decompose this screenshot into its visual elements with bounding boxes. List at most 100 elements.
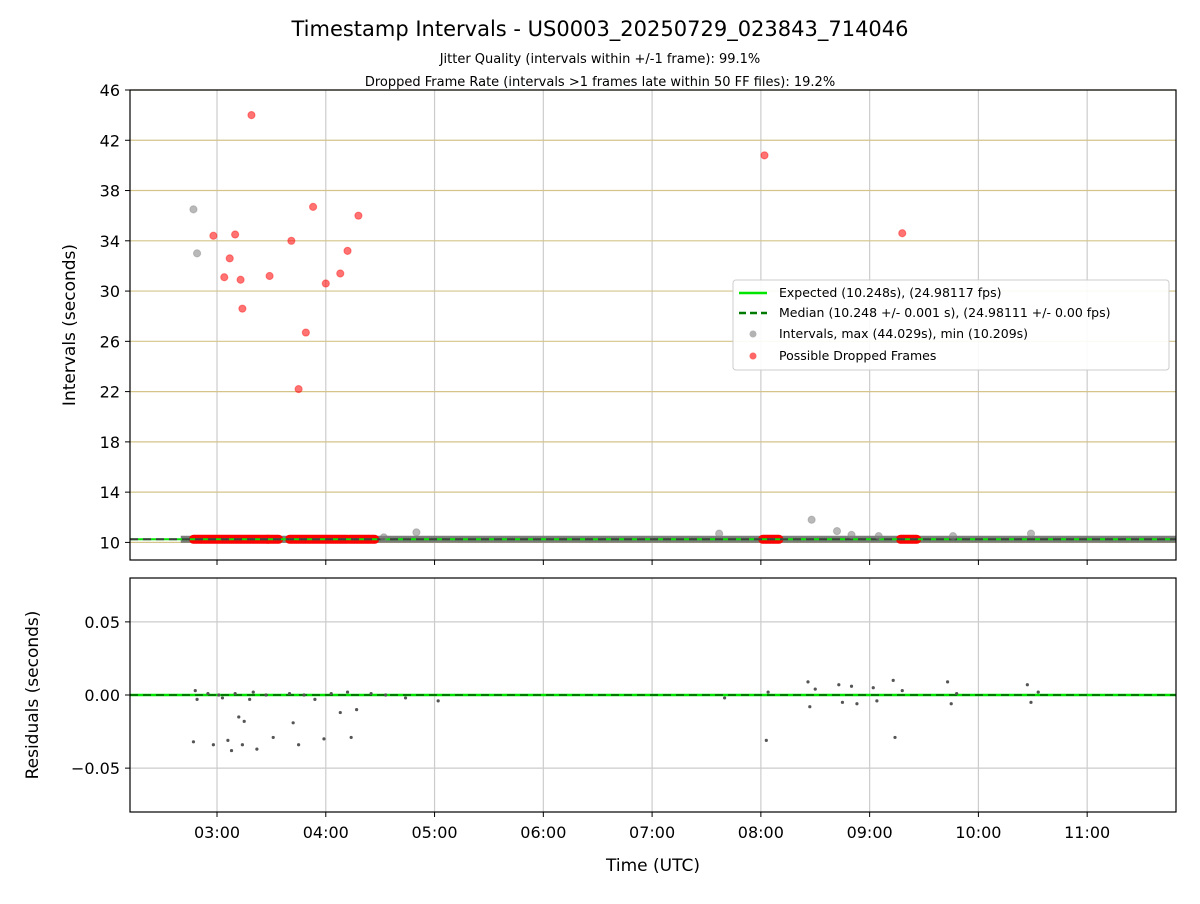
x-tick-label: 06:00 xyxy=(520,823,566,842)
residual-point xyxy=(766,690,770,694)
residual-point xyxy=(900,689,904,693)
top-y-axis-label: Intervals (seconds) xyxy=(60,244,80,406)
residual-point xyxy=(237,715,241,719)
x-tick-label: 04:00 xyxy=(303,823,349,842)
legend-swatch-intervals xyxy=(749,330,757,338)
y-tick-label-top: 42 xyxy=(100,131,120,150)
residual-point xyxy=(242,719,246,723)
interval-point xyxy=(412,528,421,537)
residual-point xyxy=(436,699,440,703)
residual-point xyxy=(291,721,295,725)
residual-point xyxy=(1029,700,1033,704)
residual-point xyxy=(287,691,292,696)
dropped-frame-point xyxy=(238,304,247,313)
residual-point xyxy=(255,747,259,751)
dropped-frame-point xyxy=(760,151,769,160)
residual-point xyxy=(229,748,234,753)
dropped-frame-point xyxy=(898,229,907,238)
residual-point xyxy=(211,743,215,747)
legend: Expected (10.248s), (24.98117 fps) Median… xyxy=(732,279,1170,371)
dropped-frame-point xyxy=(336,269,345,278)
dropped-frame-point xyxy=(343,246,352,255)
residual-point xyxy=(338,710,342,715)
dropped-frame-point xyxy=(209,231,218,240)
residual-point xyxy=(849,684,854,688)
residual-point xyxy=(764,738,768,742)
residual-point xyxy=(871,686,875,690)
legend-box xyxy=(732,279,1170,371)
legend-label: Possible Dropped Frames xyxy=(779,348,936,363)
x-tick-label: 10:00 xyxy=(955,823,1001,842)
bottom-panel-frame xyxy=(129,577,1177,813)
dropped-frame-point xyxy=(247,111,256,120)
residual-point xyxy=(345,690,350,694)
interval-point xyxy=(948,532,958,541)
residual-point xyxy=(1036,690,1040,694)
x-tick-label: 03:00 xyxy=(194,823,240,842)
residual-point xyxy=(808,705,812,709)
dropped-frame-point xyxy=(225,254,234,263)
residual-point xyxy=(855,702,859,706)
dropped-frame-point xyxy=(354,211,363,220)
residual-point xyxy=(837,683,841,687)
bottom-y-axis-label: Residuals (seconds) xyxy=(23,611,43,780)
interval-point xyxy=(379,533,388,542)
legend-swatch-dropped xyxy=(749,352,757,360)
dropped-frame-point xyxy=(265,271,274,281)
residual-point xyxy=(296,743,301,747)
residual-point xyxy=(723,696,727,700)
residual-point xyxy=(949,702,953,706)
y-tick-label-bottom: 0.00 xyxy=(84,686,120,705)
residual-point xyxy=(403,696,408,700)
residual-point xyxy=(891,678,895,682)
legend-label: Median (10.248 +/- 0.001 s), (24.98111 +… xyxy=(779,305,1110,320)
y-tick-label-top: 10 xyxy=(100,533,120,552)
residual-point xyxy=(264,693,268,697)
y-tick-label-top: 30 xyxy=(100,282,120,301)
residual-point xyxy=(806,680,810,684)
top-panel-frame xyxy=(129,89,1177,561)
interval-point xyxy=(1026,529,1036,538)
dropped-frame-point xyxy=(231,230,240,239)
residual-point xyxy=(240,743,244,747)
y-tick-label-bottom: 0.05 xyxy=(84,613,120,632)
residual-point xyxy=(191,740,196,744)
y-tick-label-top: 46 xyxy=(100,81,120,100)
legend-label: Expected (10.248s), (24.98117 fps) xyxy=(779,285,1001,300)
dropped-frame-point xyxy=(301,328,310,337)
chart-title: Timestamp Intervals - US0003_20250729_02… xyxy=(290,17,908,42)
residual-point xyxy=(349,735,353,740)
bottom-panel: 03:00 04:00 05:00 06:00 07:00 08:00 09:00 10:00… xyxy=(71,577,1177,842)
residual-point xyxy=(195,697,199,701)
dropped-frame-point xyxy=(308,202,318,211)
interval-point xyxy=(832,526,842,536)
residual-point xyxy=(193,689,197,693)
y-tick-label-top: 14 xyxy=(100,483,120,502)
residual-point xyxy=(322,737,326,741)
x-tick-label: 09:00 xyxy=(847,823,893,842)
interval-point xyxy=(874,532,883,541)
residual-point xyxy=(248,697,252,701)
residual-point xyxy=(840,700,845,704)
residual-point xyxy=(251,690,255,694)
residual-point xyxy=(313,697,317,701)
legend-label: Intervals, max (44.029s), min (10.209s) xyxy=(779,326,1028,341)
residual-point xyxy=(955,691,959,696)
residual-point xyxy=(1025,683,1029,687)
residual-point xyxy=(302,693,306,697)
interval-point xyxy=(807,515,816,524)
y-tick-label-top: 18 xyxy=(100,433,120,452)
x-axis-label: Time (UTC) xyxy=(605,856,700,876)
residual-point xyxy=(384,693,388,697)
interval-point xyxy=(192,249,202,258)
interval-point xyxy=(715,529,724,538)
residual-point xyxy=(206,691,210,696)
x-tick-label: 11:00 xyxy=(1064,823,1110,842)
interval-point xyxy=(189,205,198,214)
x-tick-label: 05:00 xyxy=(411,823,457,842)
residual-point xyxy=(369,691,373,696)
dropped-frame-point xyxy=(236,275,245,284)
y-tick-label-top: 26 xyxy=(100,332,120,351)
x-tick-label: 08:00 xyxy=(738,823,784,842)
